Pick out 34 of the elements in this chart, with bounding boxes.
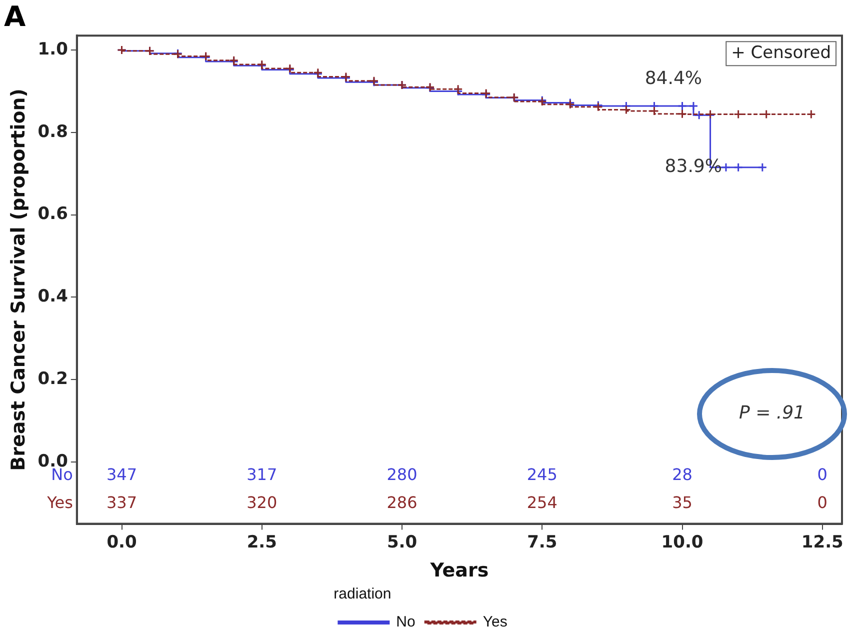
x-tick-label: 5.0 [386,532,418,552]
annotation: 0 [817,464,828,484]
annotation: 317 [246,464,278,484]
x-tick-label: 12.5 [801,532,844,552]
x-tick-label: 0.0 [106,532,137,552]
annotation: P = .91 [738,402,806,424]
annotation: 337 [106,492,138,512]
annotation: 254 [526,492,558,512]
annotation: 84.4% [644,68,702,89]
x-tick-label: 7.5 [527,532,558,552]
chart-title: A [4,0,26,34]
annotation: 320 [246,492,278,512]
annotation: 286 [386,492,418,512]
y-tick-label: 1.0 [38,39,68,60]
x-tick-label: 10.0 [661,532,704,552]
annotation: 280 [386,464,418,484]
legend-title: radiation [334,586,392,603]
x-tick-label: 2.5 [246,532,277,552]
y-axis-title: Breast Cancer Survival (proportion) [7,88,30,471]
legend-label: No [396,614,416,631]
y-tick-label: 0.2 [38,369,68,390]
x-axis-title: Years [429,560,489,582]
y-tick-label: 0.6 [38,204,68,224]
legend-label: Yes [482,614,508,631]
annotation: + Censored [731,43,831,64]
annotation: 347 [106,464,138,484]
annotation: 83.9% [664,156,722,178]
annotation: 28 [672,464,692,484]
y-tick-label: 0.8 [38,122,68,142]
y-tick-label: 0.4 [38,286,68,307]
annotation: 245 [526,464,558,484]
text: Yes [46,492,73,512]
annotation: 35 [672,492,692,512]
annotation: 0 [817,492,828,512]
